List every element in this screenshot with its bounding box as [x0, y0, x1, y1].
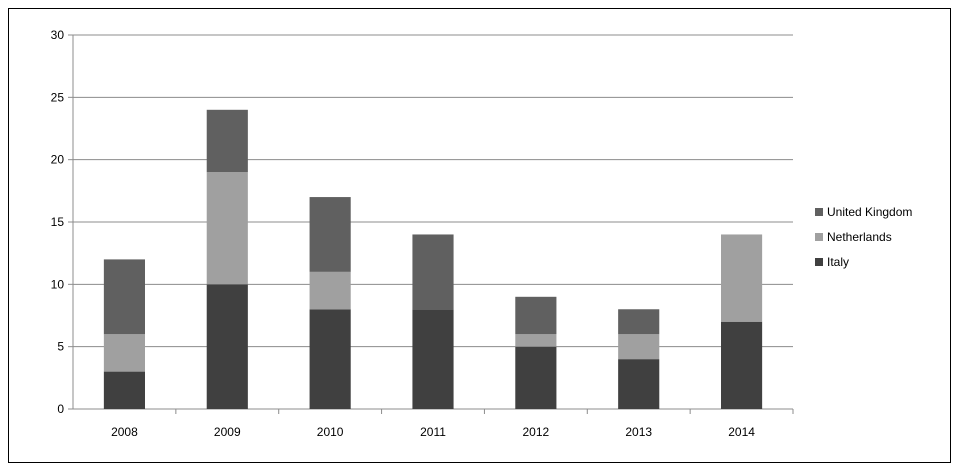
legend-swatch-italy [815, 258, 823, 266]
x-tick-labels: 2008 2009 2010 2011 2012 2013 2014 [111, 425, 755, 439]
x-tick-label: 2013 [625, 425, 652, 439]
x-tick-label: 2011 [420, 425, 446, 439]
bar-italy-2011 [412, 309, 454, 409]
bar-italy-2009 [206, 284, 248, 409]
y-tick-label: 0 [57, 402, 64, 416]
y-tick-labels: 0 5 10 15 20 25 30 [51, 28, 65, 416]
x-tick-label: 2009 [214, 425, 241, 439]
y-tick-label: 15 [51, 215, 65, 229]
bar-italy-2013 [618, 359, 660, 409]
x-tick-label: 2012 [523, 425, 550, 439]
bar-italy-2008 [103, 371, 145, 409]
legend: United Kingdom Netherlands Italy [815, 205, 912, 269]
y-tick-label: 10 [51, 277, 65, 291]
x-tick-label: 2008 [111, 425, 138, 439]
bars [103, 109, 763, 409]
y-tick-label: 5 [57, 340, 64, 354]
bar-united-kingdom-2008 [103, 259, 145, 335]
bar-united-kingdom-2013 [618, 309, 660, 335]
legend-label-netherlands: Netherlands [827, 230, 892, 244]
bar-united-kingdom-2009 [206, 109, 248, 173]
bar-netherlands-2009 [206, 172, 248, 285]
legend-label-italy: Italy [827, 255, 849, 269]
y-tick-label: 30 [51, 28, 65, 42]
stacked-bar-chart: 0 5 10 15 20 25 30 2008 2009 2010 2011 2012 2013 201… [51, 28, 913, 439]
gridlines [73, 34, 793, 348]
bar-italy-2010 [309, 309, 351, 409]
x-tick-label: 2010 [317, 425, 344, 439]
legend-label-united-kingdom: United Kingdom [827, 205, 912, 219]
bar-united-kingdom-2012 [515, 296, 557, 335]
bar-italy-2014 [721, 321, 763, 409]
y-tick-label: 20 [51, 153, 65, 167]
bar-united-kingdom-2011 [412, 234, 454, 310]
bar-netherlands-2012 [515, 334, 557, 347]
bar-united-kingdom-2010 [309, 197, 351, 272]
bar-netherlands-2010 [309, 271, 351, 310]
chart-frame: 0 5 10 15 20 25 30 2008 2009 2010 2011 2012 2013 201… [8, 8, 951, 463]
legend-swatch-netherlands [815, 233, 823, 241]
x-tick-label: 2014 [728, 425, 755, 439]
bar-netherlands-2014 [721, 234, 763, 322]
y-tick-label: 25 [51, 90, 65, 104]
legend-swatch-united-kingdom [815, 208, 823, 216]
bar-netherlands-2013 [618, 334, 660, 360]
bar-italy-2012 [515, 346, 557, 409]
bar-netherlands-2008 [103, 334, 145, 372]
